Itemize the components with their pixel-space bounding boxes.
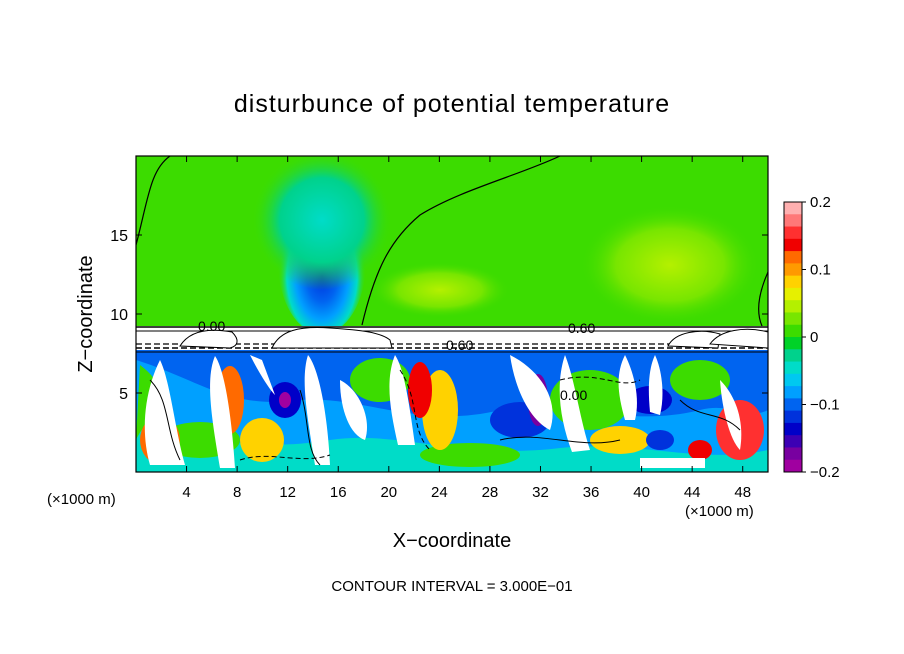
upper-yellow-anomaly-2 (370, 262, 510, 318)
y-axis-label: Z−coordinate (75, 255, 97, 372)
colorbar-swatch (784, 202, 802, 215)
upper-cyan-anomaly (252, 156, 392, 290)
colorbar-swatch (784, 422, 802, 436)
colorbar-swatch (784, 435, 802, 448)
x-tick-label: 48 (734, 484, 751, 501)
x-tick-label: 40 (633, 484, 650, 501)
y-tick-label: 15 (110, 228, 128, 245)
colorbar-tick-label: 0.1 (810, 262, 831, 279)
y-tick-label: 5 (119, 386, 128, 403)
x-axis-label: X−coordinate (393, 530, 511, 552)
inversion-bump (179, 329, 238, 349)
colorbar-swatch (784, 312, 802, 326)
contour-label: 0.60 (568, 320, 595, 336)
colorbar-tick-label: 0 (810, 329, 818, 346)
x-tick-label: 8 (233, 484, 241, 501)
colorbar-swatch (784, 337, 802, 350)
inversion-bump (271, 327, 393, 349)
colorbar-swatch (784, 398, 802, 412)
colorbar-tick-label: 0.2 (810, 194, 831, 211)
colorbar-swatch (784, 324, 802, 338)
contour-label: 0.60 (446, 337, 473, 353)
colorbar: 0.2 0.1 0 −0.1 −0.2 (783, 194, 840, 481)
contour-interval-note: CONTOUR INTERVAL = 3.000E−01 (331, 578, 572, 595)
colorbar-swatch (784, 447, 802, 461)
colorbar-swatch (784, 214, 802, 228)
x-tick-label: 44 (684, 484, 701, 501)
colorbar-swatch (784, 373, 802, 387)
colorbar-swatch (784, 263, 802, 277)
y-axis: 5 10 15 (110, 228, 768, 403)
y-tick-label: 10 (110, 307, 128, 324)
colorbar-swatch (784, 275, 802, 289)
x-tick-label: 32 (532, 484, 549, 501)
inversion-bump (667, 330, 721, 349)
x-tick-label: 16 (330, 484, 347, 501)
colorbar-swatch (784, 226, 802, 240)
colorbar-tick-label: −0.1 (810, 397, 840, 414)
x-tick-label: 28 (482, 484, 499, 501)
x-tick-label: 36 (583, 484, 600, 501)
colorbar-swatch (784, 361, 802, 375)
chart-title: disturbunce of potential temperature (234, 90, 670, 118)
colorbar-swatch (784, 238, 802, 252)
plot-area: 0.00 0.60 0.60 0.00 (136, 156, 768, 472)
upper-yellow-anomaly (580, 205, 760, 325)
colorbar-tick-label: −0.2 (810, 464, 840, 481)
upper-contour-line (136, 156, 171, 246)
contour-label: 0.00 (560, 387, 587, 403)
x-axis: 4 8 12 16 20 24 28 32 36 40 44 48 (182, 156, 751, 501)
colorbar-swatch (784, 349, 802, 363)
x-tick-label: 24 (431, 484, 448, 501)
x-unit-label-right: (×1000 m) (685, 503, 754, 520)
colorbar-swatch (784, 287, 802, 301)
x-tick-label: 12 (279, 484, 296, 501)
upper-contour-line (758, 271, 768, 327)
colorbar-swatch (784, 410, 802, 424)
upper-contour-line (361, 156, 561, 326)
x-tick-label: 4 (182, 484, 190, 501)
colorbar-swatch (784, 251, 802, 264)
x-tick-label: 20 (380, 484, 397, 501)
colorbar-swatch (784, 300, 802, 313)
colorbar-swatch (784, 386, 802, 399)
x-unit-label-left: (×1000 m) (47, 491, 116, 508)
contour-label: 0.00 (198, 318, 225, 334)
inversion-band (136, 326, 768, 350)
colorbar-swatch (784, 459, 802, 473)
lower-field (136, 350, 768, 472)
